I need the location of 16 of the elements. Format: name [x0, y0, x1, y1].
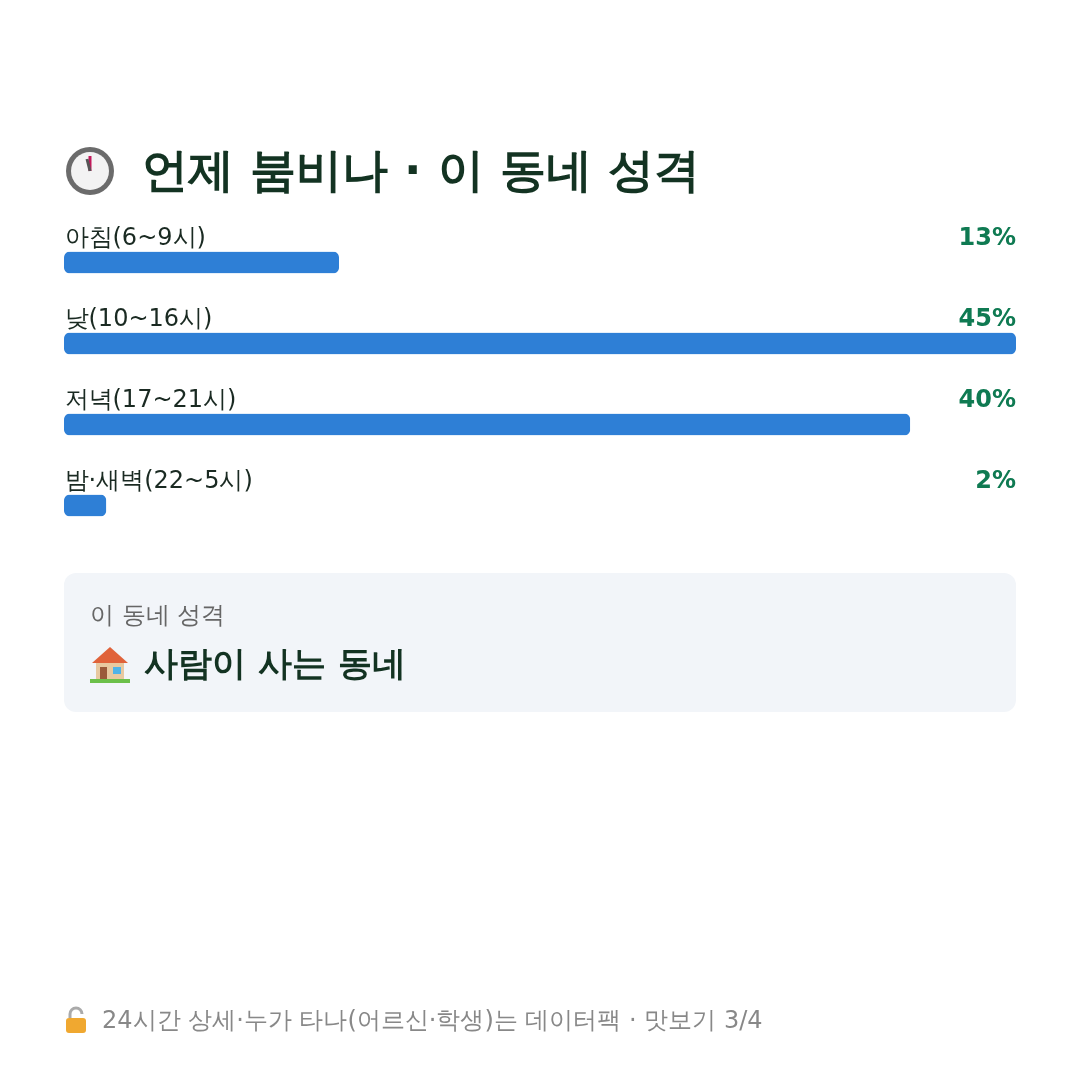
- y-tick-label: 아침(6~9시): [64, 222, 206, 251]
- data-label: 13%: [958, 222, 1016, 251]
- y-tick-label: 낮(10~16시): [64, 303, 213, 332]
- text: 이 동네 성격: [90, 600, 226, 631]
- bar: [64, 332, 1016, 355]
- y-tick-label: 밤·새벽(22~5시): [64, 465, 253, 494]
- bar: [64, 494, 107, 517]
- data-label: 2%: [975, 465, 1016, 494]
- text: 24시간 상세·누가 타나(어르신·학생)는 데이터팩 · 맛보기 3/4: [102, 1005, 763, 1036]
- chart-title: 언제 붐비나 · 이 동네 성격: [142, 142, 700, 199]
- data-label: 45%: [958, 303, 1016, 332]
- bar: [64, 251, 340, 274]
- y-tick-label: 저녁(17~21시): [64, 384, 237, 413]
- data-label: 40%: [958, 384, 1016, 413]
- text: 사람이 사는 동네: [144, 642, 406, 685]
- bar: [64, 413, 911, 436]
